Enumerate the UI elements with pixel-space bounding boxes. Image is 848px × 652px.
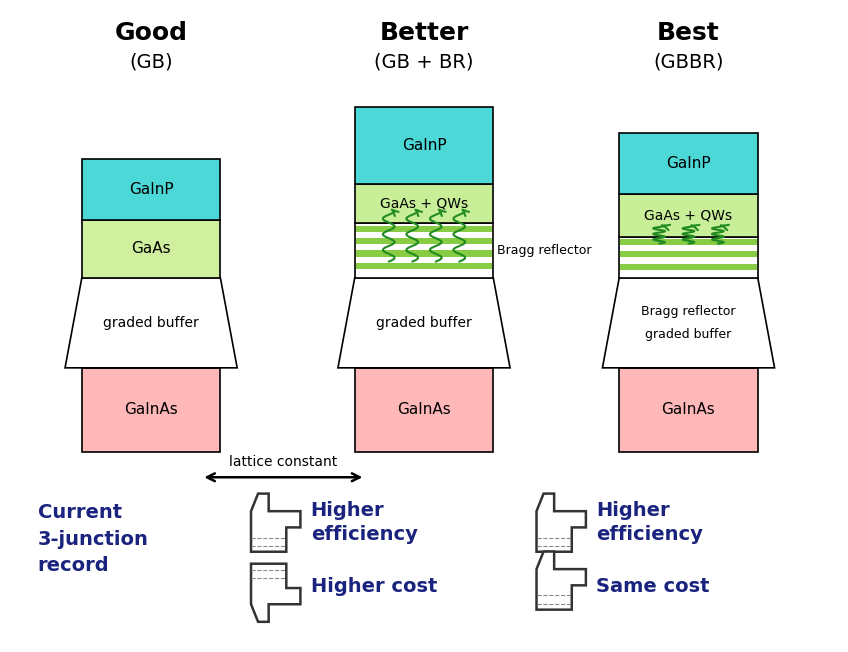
Polygon shape [620, 251, 757, 258]
Polygon shape [619, 194, 758, 237]
Text: Better: Better [379, 21, 469, 45]
Text: GaAs + QWs: GaAs + QWs [380, 197, 468, 211]
Polygon shape [620, 263, 757, 270]
Text: Same cost: Same cost [596, 577, 710, 596]
Polygon shape [354, 107, 494, 185]
Polygon shape [602, 278, 774, 368]
Polygon shape [537, 494, 586, 552]
Polygon shape [338, 278, 510, 368]
Text: graded buffer: graded buffer [377, 316, 471, 330]
Polygon shape [355, 250, 493, 257]
Text: graded buffer: graded buffer [645, 328, 732, 341]
Polygon shape [619, 237, 758, 278]
Polygon shape [82, 220, 220, 278]
Polygon shape [619, 133, 758, 194]
Polygon shape [355, 238, 493, 244]
Text: Best: Best [657, 21, 720, 45]
Text: Bragg reflector: Bragg reflector [498, 244, 592, 257]
Polygon shape [620, 239, 757, 245]
Polygon shape [251, 494, 300, 552]
Text: lattice constant: lattice constant [229, 455, 338, 469]
Text: GaInP: GaInP [402, 138, 446, 153]
Text: GaInAs: GaInAs [125, 402, 178, 417]
Text: (GBBR): (GBBR) [653, 53, 723, 72]
Polygon shape [537, 552, 586, 610]
Polygon shape [355, 226, 493, 275]
Text: Current
3-junction
record: Current 3-junction record [38, 503, 148, 575]
Text: GaInAs: GaInAs [661, 402, 716, 417]
Text: graded buffer: graded buffer [103, 316, 199, 330]
Polygon shape [65, 278, 237, 368]
Polygon shape [355, 263, 493, 269]
Polygon shape [251, 564, 300, 622]
Polygon shape [620, 239, 757, 276]
Text: GaAs + QWs: GaAs + QWs [644, 209, 733, 222]
Polygon shape [354, 223, 494, 278]
Text: Good: Good [114, 21, 187, 45]
Text: Higher
efficiency: Higher efficiency [310, 501, 417, 544]
Text: Higher cost: Higher cost [310, 577, 437, 596]
Text: GaInP: GaInP [129, 182, 174, 197]
Polygon shape [82, 368, 220, 452]
Text: Bragg reflector: Bragg reflector [641, 304, 736, 318]
Polygon shape [354, 368, 494, 452]
Text: GaInP: GaInP [667, 156, 711, 171]
Text: Higher
efficiency: Higher efficiency [596, 501, 703, 544]
Text: (GB + BR): (GB + BR) [374, 53, 474, 72]
Text: GaInAs: GaInAs [397, 402, 451, 417]
Polygon shape [82, 158, 220, 220]
Polygon shape [355, 226, 493, 231]
Text: GaAs: GaAs [131, 241, 171, 256]
Polygon shape [354, 185, 494, 223]
Polygon shape [619, 368, 758, 452]
Text: (GB): (GB) [129, 53, 173, 72]
